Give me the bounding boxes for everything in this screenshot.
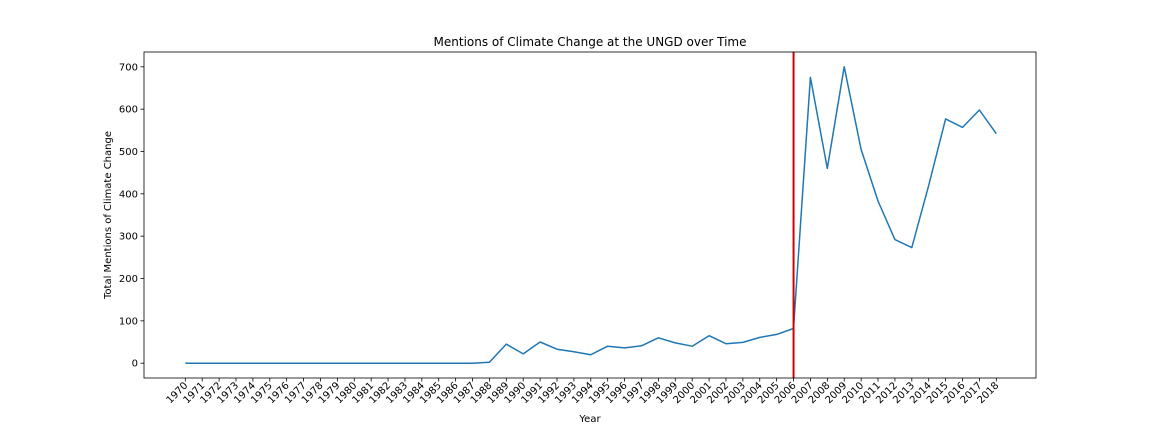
y-tick-label: 400 <box>119 189 138 200</box>
y-tick-label: 600 <box>119 105 138 116</box>
series-line-0 <box>185 66 997 364</box>
y-axis-title: Total Mentions of Climate Change <box>103 131 114 300</box>
y-tick-label: 700 <box>119 62 138 73</box>
x-axis: 1970197119721973197419751976197719781979… <box>165 378 1001 406</box>
x-axis-title: Year <box>578 414 601 425</box>
y-tick-label: 200 <box>119 274 138 285</box>
chart-title: Mentions of Climate Change at the UNGD o… <box>434 35 747 49</box>
y-axis: 0 100 200 300 400 500 600 700 <box>119 62 144 370</box>
y-tick-label: 500 <box>119 147 138 158</box>
plot-frame <box>143 51 1037 379</box>
plot-area <box>185 52 997 378</box>
y-tick-label: 0 <box>132 359 138 370</box>
y-tick-label: 300 <box>119 232 138 243</box>
y-tick-label: 100 <box>119 316 138 327</box>
